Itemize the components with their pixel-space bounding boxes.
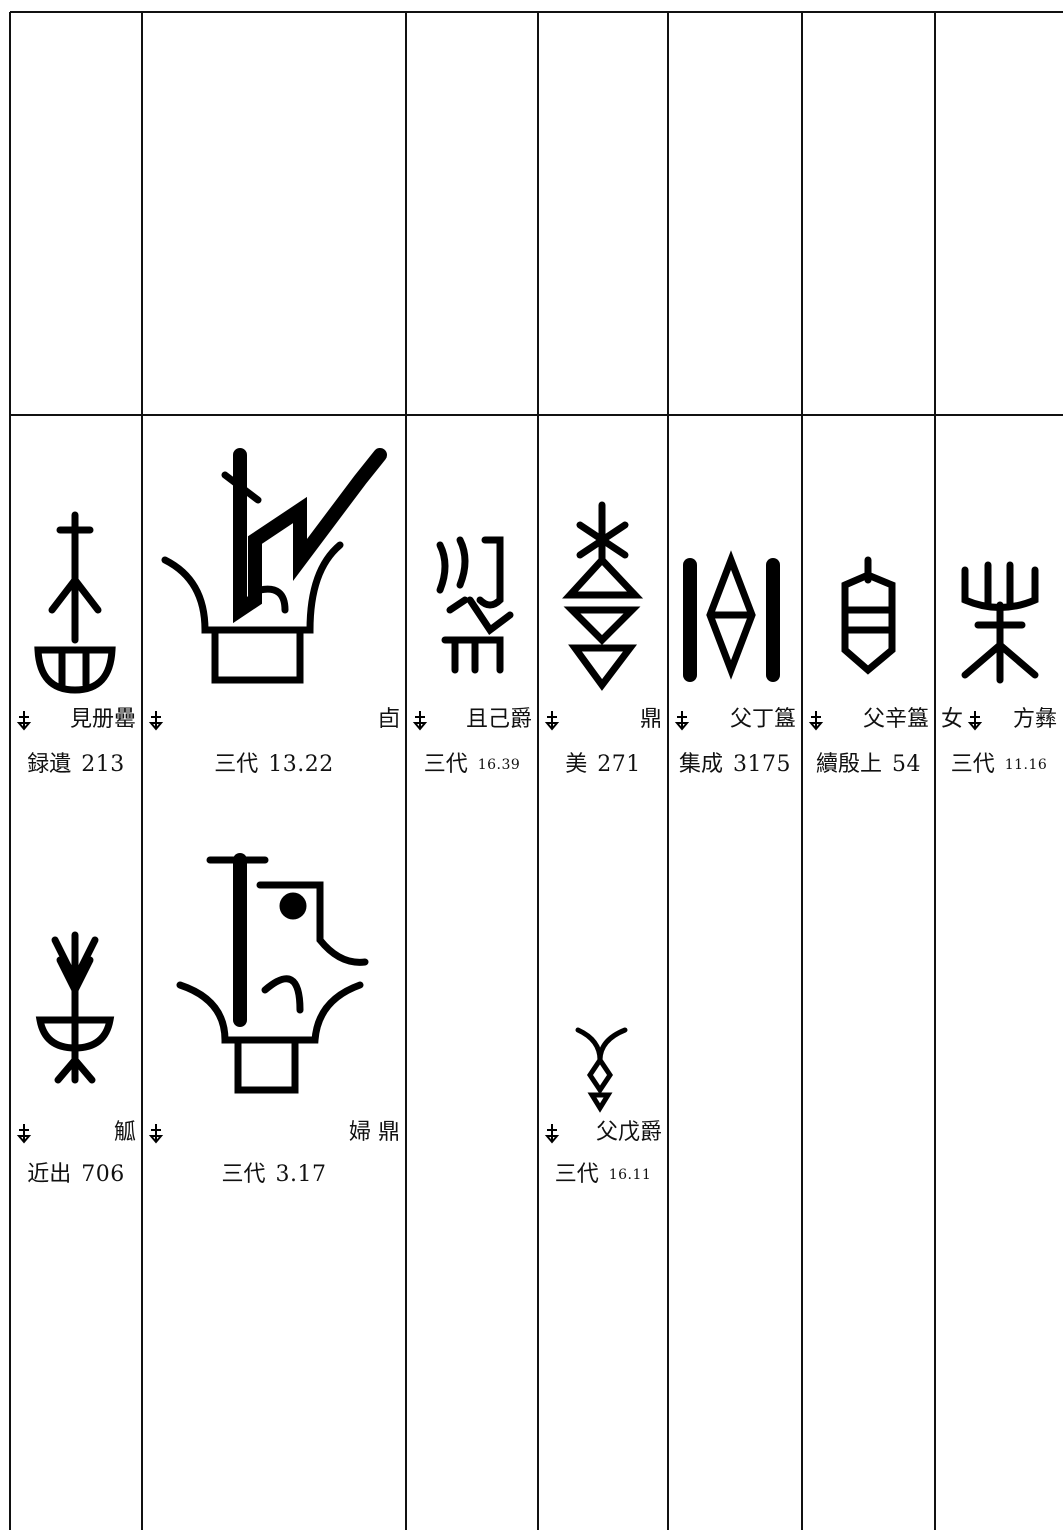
- glyph: [34, 511, 116, 694]
- glyph: [575, 1027, 628, 1113]
- entry-name: 觚: [113, 1120, 136, 1145]
- entry-number: 706: [81, 1162, 125, 1187]
- mini-glyph: [148, 1124, 164, 1144]
- glyph: [35, 931, 115, 1084]
- entry-name: 見册罍: [69, 707, 136, 732]
- entry-number: 16.11: [608, 1167, 652, 1183]
- entry-prefix: 女: [941, 707, 964, 732]
- mini-glyph: [967, 711, 983, 731]
- mini-glyph: [16, 711, 32, 731]
- entry-source-line: 近出 706: [16, 1160, 136, 1190]
- entry-book: 美: [565, 752, 588, 777]
- rules: [9, 11, 1063, 1530]
- entry-name-line: 婦 鼎: [148, 1118, 400, 1148]
- entry-source-line: 三代 3.17: [148, 1160, 400, 1190]
- mini-glyph: [412, 711, 428, 731]
- entry-name: 方彝: [1012, 707, 1057, 732]
- entry-source-line: 三代 13.22: [148, 750, 400, 780]
- entry-name-line: 且己爵: [412, 705, 532, 735]
- entry-number: 3.17: [275, 1162, 327, 1187]
- entry-number: 3175: [733, 752, 791, 777]
- glyph: [841, 556, 896, 675]
- mini-glyph: [148, 711, 164, 731]
- entry-name-line: 見册罍: [16, 705, 136, 735]
- glyphs: [34, 448, 1039, 1113]
- entry-number: 271: [597, 752, 641, 777]
- entry-name: 且己爵: [465, 707, 532, 732]
- glyph: [161, 448, 387, 684]
- entry-book: 三代: [554, 1162, 599, 1187]
- entry-source-line: 三代 16.39: [412, 750, 532, 780]
- entry-source-line: 美 271: [544, 750, 662, 780]
- entry-name: 鼎: [639, 707, 662, 732]
- entry-book: 録遺: [27, 752, 72, 777]
- mini-glyph: [16, 1124, 32, 1144]
- entry-number: 16.39: [477, 757, 521, 773]
- entry-name: 父戊爵: [595, 1120, 662, 1145]
- entry-name-line: 父辛簋: [808, 705, 929, 735]
- entry-name-line: 父戊爵: [544, 1118, 662, 1148]
- entry-name: 父辛簋: [862, 707, 929, 732]
- mini-glyph: [674, 711, 690, 731]
- entry-source-line: 三代 16.11: [544, 1160, 662, 1190]
- entry-number: 13.22: [268, 752, 334, 777]
- entry-name-line: 卣: [148, 705, 400, 735]
- glyph: [436, 536, 514, 674]
- entry-source-line: 集成 3175: [674, 750, 796, 780]
- entry-name-line: 父丁簋: [674, 705, 796, 735]
- entry-book: 三代: [221, 1162, 266, 1187]
- glyph: [562, 501, 644, 691]
- mini-glyph: [544, 711, 560, 731]
- entry-name: 父丁簋: [729, 707, 796, 732]
- mini-glyph: [808, 711, 824, 731]
- entry-source-line: 續殷上 54: [808, 750, 929, 780]
- entry-book: 三代: [950, 752, 995, 777]
- entry-name: 婦 鼎: [349, 1120, 400, 1145]
- entry-prefix-group: 女: [941, 705, 989, 735]
- entry-name: 卣: [377, 707, 400, 732]
- entry-book: 集成: [678, 752, 723, 777]
- entry-book: 近出: [27, 1162, 72, 1187]
- entry-name-line: 女 方彝: [941, 705, 1057, 735]
- entry-number: 11.16: [1004, 757, 1048, 773]
- entry-book: 三代: [423, 752, 468, 777]
- entry-name-line: 觚: [16, 1118, 136, 1148]
- entry-name-line: 鼎: [544, 705, 662, 735]
- entry-book: 續殷上: [815, 752, 882, 777]
- entry-number: 54: [892, 752, 921, 777]
- entry-book: 三代: [214, 752, 259, 777]
- glyph: [176, 853, 369, 1094]
- entry-source-line: 録遺 213: [16, 750, 136, 780]
- glyph: [683, 550, 780, 682]
- entry-source-line: 三代 11.16: [941, 750, 1057, 780]
- entry-number: 213: [81, 752, 125, 777]
- glyph: [961, 561, 1039, 684]
- mini-glyph: [544, 1124, 560, 1144]
